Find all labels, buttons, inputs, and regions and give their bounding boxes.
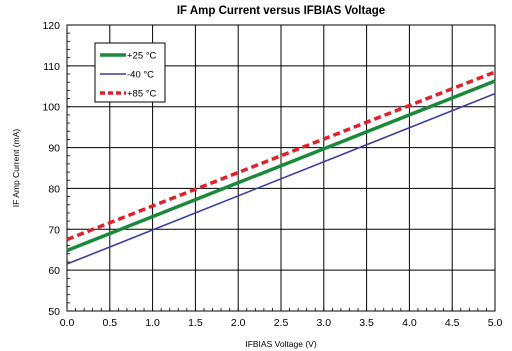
x-tick-label: 3.5 [359,317,374,329]
y-axis-label: IF Amp Current (mA) [11,129,21,208]
legend-label-0: +25 °C [127,51,157,62]
y-tick-label: 50 [48,306,60,318]
x-tick-label: 1.5 [188,317,203,329]
plot-frame [66,24,496,312]
y-tick-label: 60 [48,265,60,277]
x-tick-label: 3.0 [316,317,331,329]
series-line-1 [66,92,496,265]
y-tick-label: 110 [43,61,60,73]
x-tick-label: 0.5 [102,317,117,329]
y-tick-label: 70 [48,224,60,236]
x-tick-label: 2.0 [231,317,246,329]
axis-ticks: 0.0 0.5 1.0 1.5 2.0 2.5 3.0 3.5 4.0 4.5 5.0 50 60 70 8… [42,20,502,329]
x-tick-label: 4.0 [402,317,417,329]
x-tick-label: 1.0 [145,317,160,329]
legend-label-1: -40 °C [127,70,154,81]
x-tick-label: 0.0 [60,317,75,329]
series-group [66,70,496,265]
chart-title: IF Amp Current versus IFBIAS Voltage [177,5,385,17]
x-tick-label: 5.0 [488,317,503,329]
x-axis-label: IFBIAS Voltage (V) [245,339,317,349]
legend-label-2: +85 °C [127,89,157,100]
y-tick-label: 100 [42,102,60,114]
x-tick-label: 4.5 [445,317,460,329]
series-line-0 [66,79,496,253]
y-tick-label: 90 [48,143,60,155]
y-tick-label: 80 [48,183,60,195]
x-tick-label: 2.5 [274,317,289,329]
legend-box [94,42,166,103]
legend: +25 °C -40 °C +85 °C [94,42,166,103]
y-tick-label: 120 [42,20,60,32]
